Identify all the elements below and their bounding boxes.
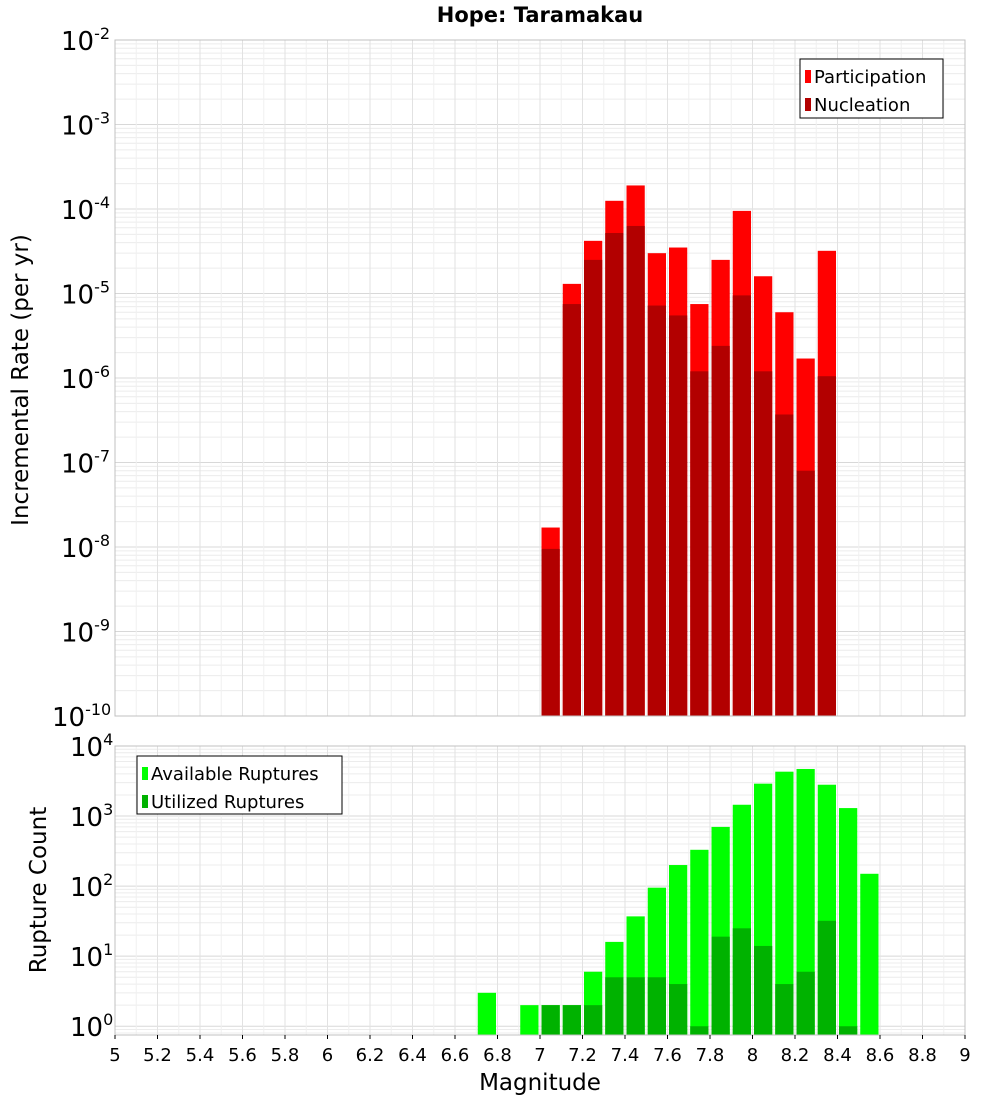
bar-nucleation — [817, 376, 836, 716]
bottom-y-axis-label: Rupture Count — [26, 807, 52, 973]
bar-nucleation — [541, 548, 560, 716]
bar-nucleation — [690, 371, 709, 716]
bar-nucleation — [647, 305, 666, 716]
y-tick-label: 100 — [70, 1010, 113, 1043]
bar-utilized — [626, 977, 645, 1035]
bar-nucleation — [605, 232, 624, 716]
bar-nucleation — [562, 304, 581, 716]
bar-nucleation — [669, 315, 688, 716]
y-tick-label: 104 — [70, 730, 113, 763]
bar-available — [690, 849, 709, 1035]
bar-utilized — [711, 936, 730, 1035]
x-axis-label: Magnitude — [479, 1070, 601, 1096]
bar-utilized — [839, 1026, 858, 1035]
bar-nucleation — [754, 371, 773, 716]
y-tick-label: 10-10 — [52, 700, 111, 733]
legend-swatch — [805, 98, 811, 111]
legend-label: Nucleation — [814, 95, 910, 116]
bar-utilized — [584, 1005, 603, 1035]
legend-swatch — [805, 70, 811, 83]
x-tick-label: 5 — [109, 1045, 120, 1066]
top-y-axis-label: Incremental Rate (per yr) — [8, 234, 34, 526]
legend-label: Participation — [814, 67, 926, 88]
x-tick-label: 5.4 — [186, 1045, 215, 1066]
x-tick-label: 5.8 — [271, 1045, 300, 1066]
x-tick-label: 6.6 — [441, 1045, 470, 1066]
legend-box — [799, 58, 944, 119]
x-tick-label: 8.8 — [908, 1045, 937, 1066]
bar-utilized — [775, 984, 794, 1035]
legend-label: Available Ruptures — [151, 764, 319, 785]
legend-swatch — [142, 767, 148, 780]
y-tick-label: 10-7 — [61, 447, 110, 480]
x-tick-label: 9 — [959, 1045, 970, 1066]
bottom-plot: 100 101 102 103 104 Available Ruptures Utilize… — [70, 730, 971, 1066]
x-tick-label: 6.2 — [356, 1045, 385, 1066]
y-tick-label: 10-6 — [61, 362, 110, 395]
bar-utilized — [796, 971, 815, 1035]
x-tick-label: 7.8 — [696, 1045, 725, 1066]
bar-utilized — [541, 1005, 560, 1035]
y-tick-label: 102 — [70, 870, 113, 903]
x-tick-label: 7.6 — [653, 1045, 682, 1066]
bar-nucleation — [796, 470, 815, 716]
bar-nucleation — [584, 259, 603, 716]
bar-utilized — [562, 1005, 581, 1035]
x-tick-label: 7.4 — [611, 1045, 640, 1066]
bar-nucleation — [732, 295, 751, 716]
legend-box — [136, 755, 343, 815]
x-tick-label: 6 — [322, 1045, 333, 1066]
legend-swatch — [142, 795, 148, 808]
x-tick-label: 7.2 — [568, 1045, 597, 1066]
bar-nucleation — [711, 345, 730, 716]
bar-utilized — [754, 945, 773, 1035]
y-tick-label: 10-2 — [61, 24, 110, 57]
x-tick-label: 7 — [534, 1045, 545, 1066]
x-tick-label: 6.4 — [398, 1045, 427, 1066]
chart-title: Hope: Taramakau — [437, 3, 643, 27]
bar-available — [775, 771, 794, 1035]
bar-available — [796, 768, 815, 1035]
bar-utilized — [732, 928, 751, 1035]
bar-utilized — [669, 984, 688, 1035]
bar-available — [477, 992, 496, 1035]
y-tick-label: 10-8 — [61, 531, 110, 564]
bar-nucleation — [775, 414, 794, 716]
bar-utilized — [647, 977, 666, 1035]
x-tick-label: 5.6 — [228, 1045, 257, 1066]
x-tick-label: 8.2 — [781, 1045, 810, 1066]
bar-available — [860, 873, 879, 1035]
x-tick-label: 5.2 — [143, 1045, 172, 1066]
y-tick-label: 10-4 — [61, 193, 110, 226]
x-tick-label: 6.8 — [483, 1045, 512, 1066]
bar-utilized — [690, 1026, 709, 1035]
x-tick-label: 8 — [747, 1045, 758, 1066]
x-tick-label: 8.6 — [866, 1045, 895, 1066]
legend: Participation Nucleation — [799, 58, 944, 119]
grid — [114, 746, 966, 1035]
grid — [114, 40, 966, 717]
bar-utilized — [605, 977, 624, 1035]
y-tick-label: 103 — [70, 800, 113, 833]
bar-nucleation — [626, 225, 645, 716]
y-tick-label: 10-3 — [61, 109, 110, 142]
x-tick-label: 8.4 — [823, 1045, 852, 1066]
top-plot: 10-10 10-9 10-8 10-7 10-6 10-5 10-4 10-3 10-2 Par… — [52, 24, 966, 733]
legend: Available Ruptures Utilized Ruptures — [136, 755, 343, 815]
series-nucleation — [541, 225, 836, 716]
legend-label: Utilized Ruptures — [151, 792, 304, 813]
y-tick-label: 10-5 — [61, 278, 110, 311]
bar-available — [520, 1005, 539, 1035]
bar-available — [839, 808, 858, 1035]
bar-utilized — [817, 920, 836, 1035]
plot-frame — [114, 39, 966, 717]
y-tick-label: 10-9 — [61, 616, 110, 649]
y-tick-label: 101 — [70, 940, 113, 973]
series-utilized-ruptures — [541, 920, 858, 1035]
